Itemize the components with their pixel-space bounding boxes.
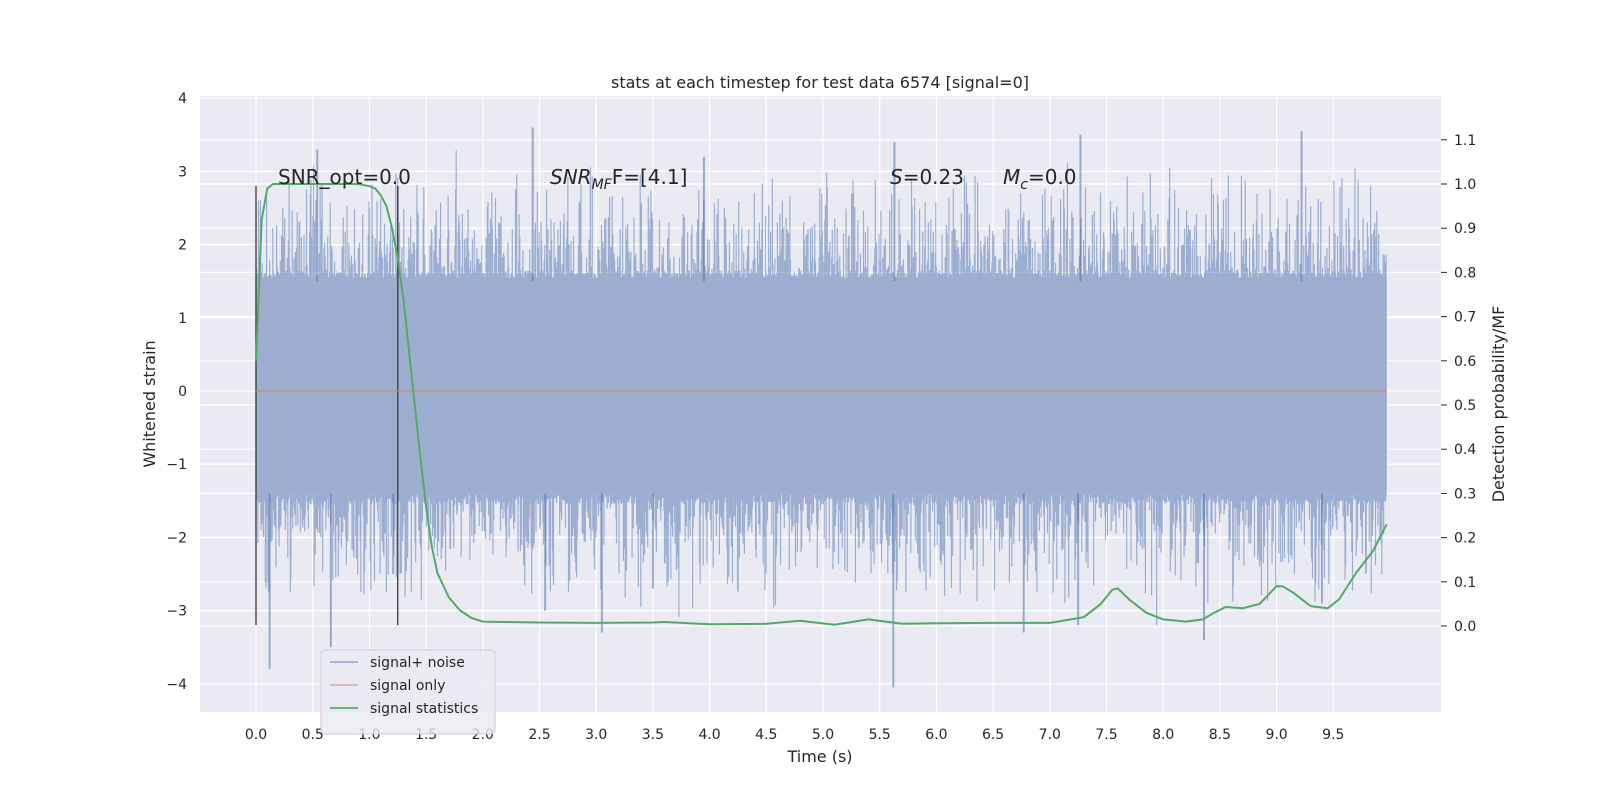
y2-tick-labels: 1.1 1.0 0.9 0.8 0.7 0.6 0.5 0.4 0.3 0.2 0.1 0.0 xyxy=(1441,133,1476,635)
x-tick-label: 0.0 xyxy=(245,727,267,743)
x-tick-label: 4.0 xyxy=(698,727,720,743)
x-tick-label: 6.5 xyxy=(982,727,1004,743)
y-tick-label: 2 xyxy=(178,238,187,254)
y2-tick-label: 0.4 xyxy=(1454,442,1476,458)
y2-tick-label: 1.1 xyxy=(1454,133,1476,149)
annotation-mc: Mc=0.0 xyxy=(1003,165,1077,193)
annotation-snr-mf-rest: F=[4.1] xyxy=(612,165,688,189)
y2-axis-label: Detection probability/MF xyxy=(1489,306,1508,503)
legend-box xyxy=(320,649,496,735)
y-tick-labels: 4 3 2 1 0 −1 −2 −3 −4 xyxy=(166,91,187,693)
x-tick-label: 9.0 xyxy=(1265,727,1287,743)
x-tick-label: 7.5 xyxy=(1095,727,1117,743)
y2-tick-label: 0.5 xyxy=(1454,398,1476,414)
x-tick-label: 8.0 xyxy=(1152,727,1174,743)
y-tick-label: −4 xyxy=(166,677,187,693)
x-tick-label: 0.5 xyxy=(302,727,324,743)
y-tick-label: 3 xyxy=(178,164,187,180)
x-tick-label: 7.0 xyxy=(1039,727,1061,743)
annotation-mc-rest: =0.0 xyxy=(1028,165,1077,189)
legend-label-signal-only: signal only xyxy=(370,678,445,694)
noise-band-core xyxy=(256,277,1387,494)
annotation-s-rest: =0.23 xyxy=(903,165,964,189)
x-tick-labels: 0.0 0.5 1.0 1.5 2.0 2.5 3.0 3.5 4.0 4.5 5.0 5.5 6.0 6… xyxy=(245,727,1345,743)
x-tick-label: 5.5 xyxy=(869,727,891,743)
x-tick-label: 2.5 xyxy=(528,727,550,743)
y2-tick-label: 1.0 xyxy=(1454,177,1476,193)
annotation-mc-sub: c xyxy=(1020,177,1028,193)
y2-tick-label: 0.7 xyxy=(1454,310,1476,326)
y2-tick-label: 0.0 xyxy=(1454,619,1476,635)
y2-tick-label: 0.6 xyxy=(1454,354,1476,370)
x-tick-label: 9.5 xyxy=(1322,727,1344,743)
annotation-s-main: S xyxy=(890,165,903,189)
legend: signal+ noise signal only signal statist… xyxy=(320,649,496,735)
x-axis-label: Time (s) xyxy=(786,747,852,766)
signal-plus-noise-series xyxy=(255,150,1387,626)
annotation-snr-opt: SNR_opt=0.0 xyxy=(278,165,411,189)
annotation-s: S=0.23 xyxy=(890,165,964,189)
y2-tick-label: 0.3 xyxy=(1454,486,1476,502)
x-tick-label: 6.0 xyxy=(925,727,947,743)
y2-tick-label: 0.8 xyxy=(1454,265,1476,281)
x-tick-label: 8.5 xyxy=(1209,727,1231,743)
legend-label-signal-noise: signal+ noise xyxy=(370,655,465,671)
y-tick-label: 0 xyxy=(178,384,187,400)
y2-tick-label: 0.1 xyxy=(1454,575,1476,591)
y-axis-label: Whitened strain xyxy=(140,340,159,467)
legend-label-signal-statistics: signal statistics xyxy=(370,701,478,717)
x-tick-label: 3.0 xyxy=(585,727,607,743)
signal-statistics-series xyxy=(255,183,1388,626)
y-tick-label: 1 xyxy=(178,311,187,327)
annotation-mc-main: M xyxy=(1003,165,1020,189)
y2-tick-label: 0.9 xyxy=(1454,221,1476,237)
y-tick-label: −2 xyxy=(166,530,187,546)
y-tick-label: −1 xyxy=(166,457,187,473)
y-tick-label: 4 xyxy=(178,91,187,107)
annotation-snr-mf-sub: MF xyxy=(592,177,613,193)
signal-plus-noise-spikes xyxy=(268,127,1323,688)
x-tick-label: 4.5 xyxy=(755,727,777,743)
y-tick-label: −3 xyxy=(166,604,187,620)
x-tick-label: 3.5 xyxy=(642,727,664,743)
annotation-snr-mf: SNRMFF=[4.1] xyxy=(550,165,687,193)
chart-title: stats at each timestep for test data 657… xyxy=(611,73,1029,92)
x-tick-label: 5.0 xyxy=(812,727,834,743)
signal-statistics-line xyxy=(255,183,1388,626)
annotation-snr-mf-main: SNR xyxy=(550,165,592,189)
y2-tick-label: 0.2 xyxy=(1454,531,1476,547)
